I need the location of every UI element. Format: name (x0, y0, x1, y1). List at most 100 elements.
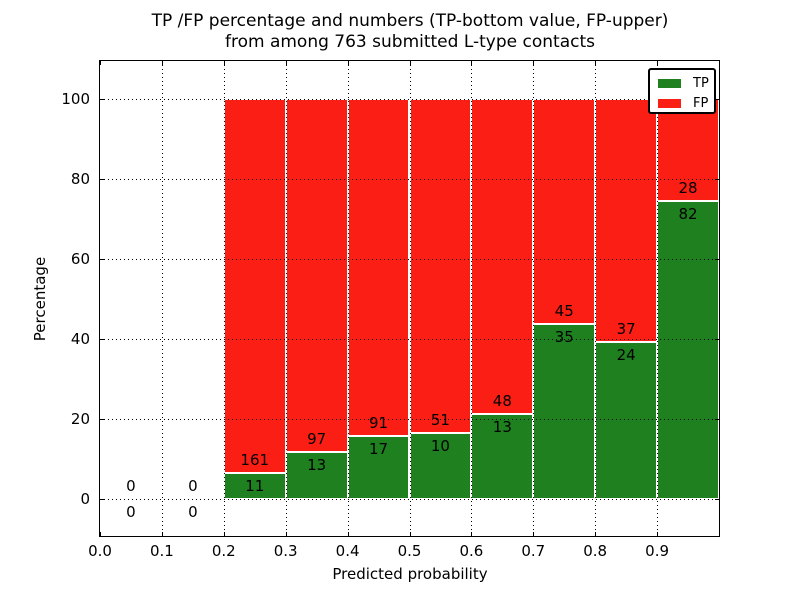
y-tick-mark-left (100, 498, 104, 500)
gridline-vertical (471, 61, 473, 536)
x-tick-label: 0.5 (397, 542, 422, 560)
x-tick-mark-bottom (471, 532, 473, 536)
bar-segment-fp (285, 99, 348, 452)
bar-segment-tp (657, 201, 719, 499)
x-tick-mark-top (285, 61, 287, 65)
bar-segment-fp (533, 99, 596, 325)
x-tick-mark-top (657, 61, 659, 65)
gridline-vertical (347, 61, 349, 536)
legend: TP FP (648, 68, 716, 114)
bar-segment-fp (409, 99, 472, 434)
bar-segment-fp (223, 99, 286, 474)
tp-count-label: 82 (678, 205, 698, 224)
x-tick-label: 0.2 (211, 542, 236, 560)
tp-count-label: 13 (307, 455, 327, 474)
gridline-vertical (285, 61, 287, 536)
y-tick-mark-right (715, 179, 719, 181)
legend-item-tp: TP (658, 73, 714, 93)
x-tick-mark-bottom (595, 532, 597, 536)
fp-count-label: 0 (126, 476, 136, 495)
bar-segment-tp (595, 341, 658, 499)
chart-title: TP /FP percentage and numbers (TP-bottom… (99, 11, 721, 53)
y-tick-mark-right (715, 339, 719, 341)
x-tick-mark-bottom (223, 532, 225, 536)
chart-title-line2: from among 763 submitted L-type contacts (224, 32, 595, 52)
x-tick-mark-top (347, 61, 349, 65)
x-tick-mark-bottom (100, 532, 101, 536)
fp-count-label: 51 (430, 411, 450, 430)
x-axis-label: Predicted probability (332, 565, 488, 583)
bar-segment-fp (595, 99, 658, 342)
gridline-vertical (657, 61, 659, 536)
fp-count-label: 97 (307, 429, 327, 448)
gridline-vertical (595, 61, 597, 536)
y-tick-label: 20 (70, 409, 90, 428)
y-tick-mark-left (100, 339, 104, 341)
y-tick-mark-right (715, 498, 719, 500)
legend-label-fp: FP (693, 95, 709, 111)
y-tick-mark-right (715, 99, 719, 101)
y-tick-mark-left (100, 179, 104, 181)
y-tick-label: 0 (80, 489, 90, 508)
x-tick-label: 0.9 (645, 542, 670, 560)
x-tick-mark-top (409, 61, 411, 65)
x-tick-mark-top (533, 61, 535, 65)
x-tick-mark-bottom (533, 532, 535, 536)
fp-count-label: 45 (554, 302, 574, 321)
chart-title-line1: TP /FP percentage and numbers (TP-bottom… (151, 11, 669, 31)
tp-count-label: 0 (188, 502, 198, 521)
x-tick-mark-top (161, 61, 163, 65)
fp-count-label: 28 (678, 179, 698, 198)
plot-area: 0 0 0 0 161 11 97 13 91 17 51 10 48 13 45 35 37 24 28 82 TP… (99, 60, 720, 537)
y-tick-mark-left (100, 259, 104, 261)
tp-count-label: 0 (126, 502, 136, 521)
y-tick-label: 100 (61, 90, 90, 109)
x-tick-mark-bottom (409, 532, 411, 536)
x-tick-label: 0.4 (335, 542, 360, 560)
fp-count-label: 37 (616, 319, 636, 338)
x-tick-mark-top (595, 61, 597, 65)
x-tick-mark-top (471, 61, 473, 65)
bar-segment-tp (533, 324, 596, 499)
tp-count-label: 13 (492, 417, 512, 436)
legend-label-tp: TP (693, 75, 709, 91)
legend-swatch-tp (658, 78, 681, 88)
x-tick-mark-top (100, 61, 101, 65)
bar-segment-fp (471, 99, 534, 414)
y-tick-label: 40 (70, 330, 90, 349)
tp-count-label: 17 (369, 439, 389, 458)
tp-count-label: 35 (554, 328, 574, 347)
y-tick-mark-left (100, 99, 104, 101)
bar-segment-tp (223, 473, 286, 499)
gridline-vertical (161, 61, 163, 536)
gridline-vertical (533, 61, 535, 536)
y-tick-mark-right (715, 418, 719, 420)
tp-count-label: 24 (616, 345, 636, 364)
fp-count-label: 48 (492, 391, 512, 410)
tp-count-label: 11 (245, 477, 265, 496)
tp-count-label: 10 (430, 437, 450, 456)
gridline-vertical (223, 61, 225, 536)
bar-segment-fp (347, 99, 410, 436)
x-tick-label: 0.6 (459, 542, 484, 560)
legend-swatch-fp (658, 98, 681, 108)
x-tick-mark-bottom (347, 532, 349, 536)
y-tick-label: 80 (70, 170, 90, 189)
x-tick-label: 0.0 (88, 542, 112, 560)
x-tick-label: 0.7 (521, 542, 546, 560)
x-tick-mark-bottom (657, 532, 659, 536)
y-axis-label: Percentage (31, 256, 49, 342)
x-tick-label: 0.3 (273, 542, 298, 560)
x-tick-label: 0.1 (149, 542, 174, 560)
gridline-vertical (409, 61, 411, 536)
y-tick-label: 60 (70, 250, 90, 269)
fp-count-label: 161 (240, 451, 270, 470)
x-tick-mark-bottom (285, 532, 287, 536)
fp-count-label: 91 (369, 413, 389, 432)
x-tick-mark-top (223, 61, 225, 65)
x-tick-label: 0.8 (583, 542, 608, 560)
x-tick-mark-bottom (161, 532, 163, 536)
fp-count-label: 0 (188, 476, 198, 495)
legend-item-fp: FP (658, 93, 714, 113)
